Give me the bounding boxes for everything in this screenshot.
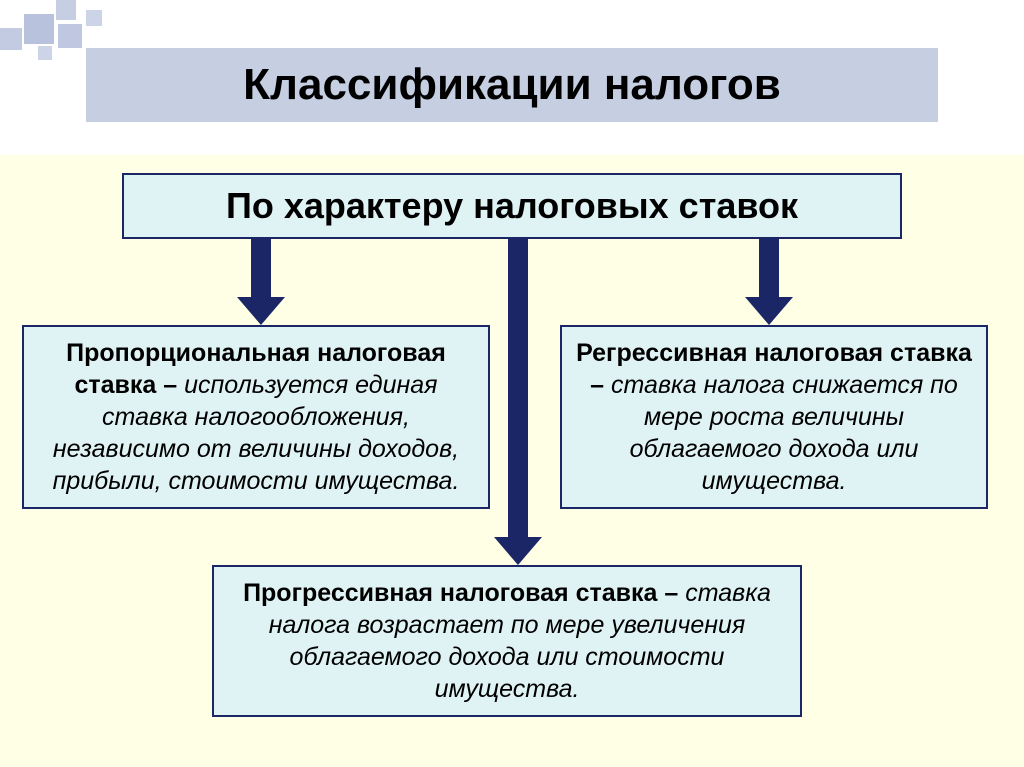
arrow-center: [494, 239, 542, 565]
content-area: По характеру налоговых ставок Пропорцион…: [0, 155, 1024, 767]
slide-title: Классификации налогов: [86, 48, 938, 122]
right-desc: ставка налога снижается по мере роста ве…: [604, 371, 958, 495]
bottom-node: Прогрессивная налоговая ставка – ставка …: [212, 565, 802, 717]
title-text: Классификации налогов: [243, 60, 781, 110]
arrow-right: [745, 239, 793, 325]
bottom-term: Прогрессивная налоговая ставка –: [243, 579, 678, 607]
corner-decoration: [0, 0, 120, 55]
left-node: Пропорциональная налоговая ставка – испо…: [22, 325, 490, 509]
arrow-left: [237, 239, 285, 325]
root-node: По характеру налоговых ставок: [122, 173, 902, 239]
right-node: Регрессивная налоговая ставка – ставка н…: [560, 325, 988, 509]
root-label: По характеру налоговых ставок: [226, 183, 798, 229]
